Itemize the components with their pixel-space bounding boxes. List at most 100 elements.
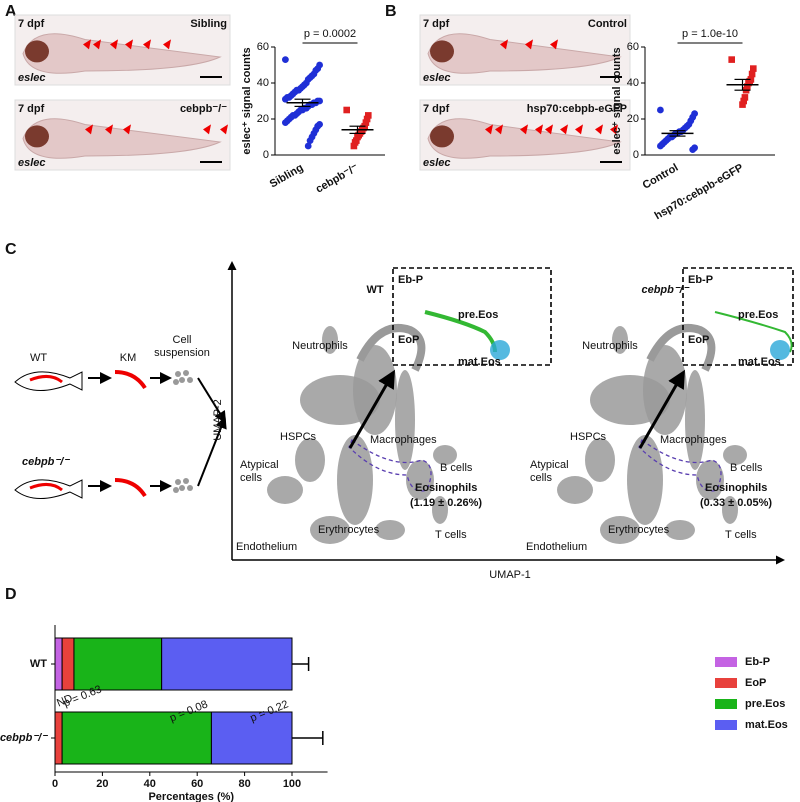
- label: 7 dpf: [18, 103, 45, 115]
- umap-cluster: [295, 438, 325, 482]
- dot: [745, 79, 752, 87]
- arrowhead: [500, 39, 508, 50]
- label: 100: [283, 778, 301, 790]
- arrowhead: [550, 39, 558, 50]
- label: 60: [627, 41, 639, 53]
- arrowhead: [85, 124, 93, 135]
- umap-cluster: [685, 370, 705, 470]
- dot: [351, 139, 359, 146]
- label: pre.Eos: [738, 309, 778, 321]
- label: Endothelium: [526, 541, 587, 553]
- umap-cluster: [643, 345, 687, 435]
- km: [114, 478, 147, 498]
- label: Eb-P: [745, 656, 770, 668]
- label: Endothelium: [236, 541, 297, 553]
- label: Eosinophils: [415, 482, 477, 494]
- cell: [179, 485, 185, 491]
- label: WT: [366, 284, 383, 296]
- dot: [304, 142, 312, 150]
- umap-cluster: [337, 435, 373, 525]
- umap-cluster: [375, 520, 405, 540]
- label: UMAP-1: [489, 569, 531, 581]
- arrowhead: [93, 39, 101, 50]
- label: eslec⁺ signal counts: [611, 47, 623, 154]
- umap-cluster: [557, 476, 593, 504]
- arrowhead: [105, 124, 113, 135]
- cell: [173, 487, 179, 493]
- label: T cells: [725, 529, 757, 541]
- label: D: [5, 586, 17, 603]
- label: Neutrophils: [292, 340, 348, 352]
- dot: [740, 97, 747, 105]
- umap-cluster: [612, 326, 628, 354]
- umap-cluster: [665, 520, 695, 540]
- label: mat.Eos: [738, 356, 781, 368]
- arrowhead: [83, 39, 91, 50]
- label: 20: [96, 778, 108, 790]
- umap-cluster: [722, 496, 738, 524]
- label: Erythrocytes: [608, 524, 670, 536]
- umap-cluster: [696, 460, 724, 500]
- label: Macrophages: [370, 434, 437, 446]
- dot: [748, 70, 756, 78]
- dot: [657, 142, 664, 150]
- label: Sibling: [190, 18, 227, 30]
- dot: [728, 56, 735, 63]
- label: cebpb⁻/⁻: [314, 162, 361, 196]
- arrow: [197, 377, 227, 424]
- dot: [362, 119, 370, 126]
- label: cells: [530, 472, 553, 484]
- legend-swatch: [715, 699, 737, 709]
- label: pre.Eos: [745, 698, 785, 710]
- eye: [430, 125, 454, 148]
- umap-cluster: [322, 326, 338, 354]
- label: pre.Eos: [458, 309, 498, 321]
- eye: [430, 40, 454, 63]
- fish: [427, 33, 622, 74]
- umap-cluster: [267, 476, 303, 504]
- label: p = 0.0002: [304, 28, 356, 40]
- label: cebpb⁻/⁻: [180, 103, 227, 115]
- umap-cluster: [646, 324, 716, 372]
- umap-cluster: [723, 445, 747, 465]
- label: cebpb⁻/⁻: [22, 456, 70, 468]
- label: (1.19 ± 0.26%): [410, 497, 482, 509]
- arrowhead: [535, 124, 543, 135]
- label: EoP: [745, 677, 766, 689]
- cell: [175, 479, 181, 485]
- label: Neutrophils: [582, 340, 638, 352]
- label: (0.33 ± 0.05%): [700, 497, 772, 509]
- label: eslec: [18, 72, 46, 84]
- fish: [22, 33, 222, 74]
- label: p = 1.0e-10: [682, 28, 738, 40]
- label: 0: [633, 149, 639, 161]
- eos-outline: [348, 438, 432, 492]
- dot: [350, 142, 358, 150]
- label: hsp70:cebpb-eGFP: [527, 103, 627, 115]
- label: 40: [257, 77, 269, 89]
- fish-icon: [14, 479, 83, 499]
- legend-swatch: [715, 678, 737, 688]
- dot: [363, 115, 371, 123]
- label: Control: [588, 18, 627, 30]
- umap-cluster: [406, 460, 434, 500]
- bar-segment: [210, 711, 293, 765]
- arrowhead: [123, 124, 131, 135]
- label: 20: [257, 113, 269, 125]
- label: mat.Eos: [745, 719, 788, 731]
- label: mat.Eos: [458, 356, 501, 368]
- label: EoP: [398, 334, 419, 346]
- label: Atypical: [240, 459, 279, 471]
- label: WT: [30, 658, 47, 670]
- label: A: [5, 3, 17, 20]
- fish: [22, 118, 222, 159]
- umap-cluster: [585, 438, 615, 482]
- zoom-arrow: [638, 369, 685, 449]
- umap-cluster: [395, 370, 415, 470]
- label: EoP: [688, 334, 709, 346]
- label: Eb-P: [398, 274, 423, 286]
- dot: [744, 83, 751, 90]
- label: 0: [52, 778, 58, 790]
- label: B: [385, 3, 397, 20]
- dot: [306, 137, 314, 145]
